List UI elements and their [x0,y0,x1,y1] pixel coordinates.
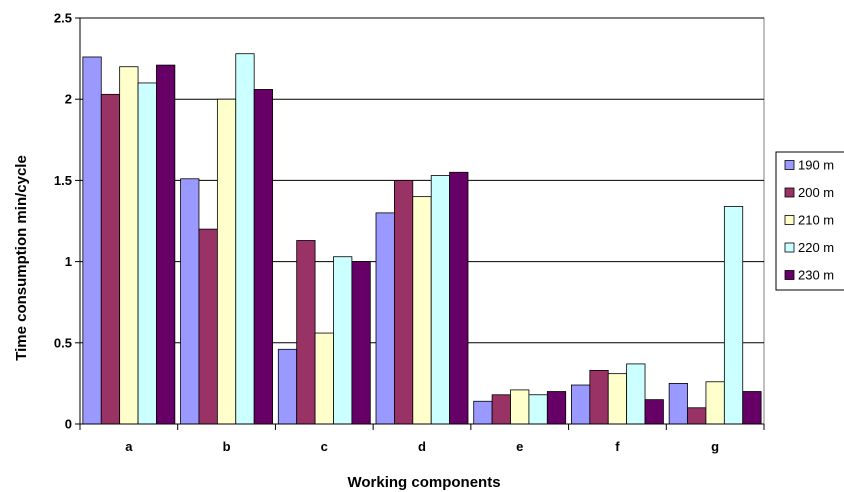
x-tick-labels: a b c d e f g [125,439,719,454]
legend: 190 m 200 m 210 m 220 m 230 m [775,151,844,291]
bar [82,56,102,425]
x-axis-title: Working components [347,474,500,491]
bar [253,89,273,425]
legend-label: 200 m [798,185,834,200]
x-tick-label: f [615,439,620,454]
bar [668,382,688,425]
bar [393,179,414,425]
bar [705,381,725,425]
x-tick-label: e [516,439,523,454]
legend-label: 230 m [798,268,834,283]
x-tick-label: d [418,439,426,454]
y-tick-label: 2.5 [54,11,72,26]
bar [607,373,628,425]
bar [100,93,121,425]
bars [82,53,762,425]
bar [333,256,353,425]
bar [314,332,334,425]
bar [528,394,548,425]
legend-label: 190 m [798,158,834,173]
bar [296,240,316,425]
bar [198,228,218,425]
x-tick-label: b [223,439,231,454]
legend-swatch [784,187,795,198]
bar [687,407,707,425]
bar [571,384,591,425]
legend-swatch [784,160,795,170]
bar [119,66,139,425]
bar [430,175,451,425]
bar [742,391,762,425]
bar [351,261,371,425]
bar [626,363,646,425]
y-tick-label: 0.5 [54,335,72,350]
bar [180,178,200,425]
bar [491,394,511,425]
y-tick-label: 2 [65,92,72,107]
legend-swatch [784,270,795,280]
bar [473,400,493,425]
y-tick-label: 1.5 [54,173,72,188]
bar [216,98,237,425]
bar [644,399,664,425]
bar [137,82,157,425]
x-tick-label: c [321,439,328,454]
bar [156,64,176,425]
bar [589,370,609,425]
bar [510,389,530,425]
bar [277,348,298,425]
x-tick-label: g [711,439,719,454]
y-axis-title: Time consumption min/cycle [13,155,30,361]
bar [375,212,395,425]
y-tick-labels: 0 0.5 1 1.5 2 2.5 [54,11,72,432]
bar [235,53,255,425]
axes [75,17,765,430]
y-tick-label: 1 [65,254,72,269]
bar [723,205,744,425]
x-tick-label: a [125,439,133,454]
legend-label: 220 m [798,240,834,255]
legend-swatch [784,215,795,225]
bar [546,391,567,425]
bar [449,171,469,425]
legend-swatch [784,242,795,253]
legend-label: 210 m [798,213,834,228]
y-tick-label: 0 [65,417,72,432]
bar [412,196,432,425]
